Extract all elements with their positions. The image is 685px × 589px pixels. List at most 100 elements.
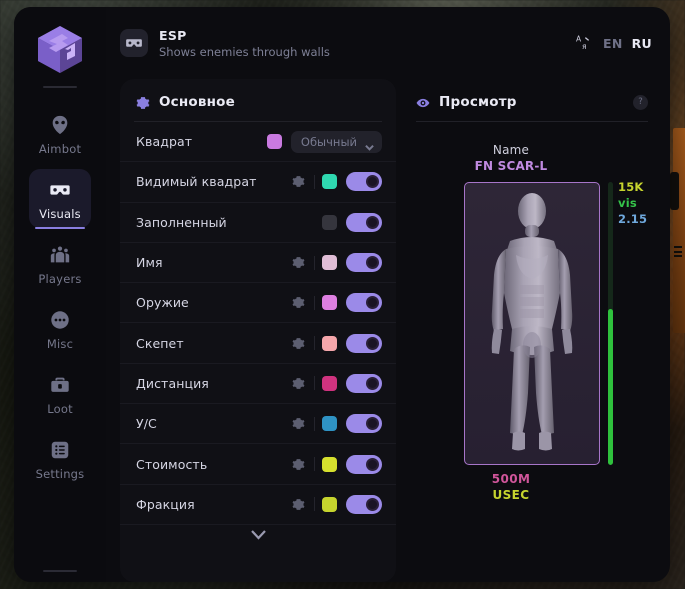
sidebar-item-label: Aimbot bbox=[38, 142, 82, 156]
svg-text:A: A bbox=[576, 35, 582, 44]
settings-row: Оружие bbox=[120, 283, 396, 324]
row-separator bbox=[314, 376, 315, 391]
page-body: Основное Квадрат Обычный Видимый квадрат За… bbox=[106, 79, 670, 582]
sidebar-item-aimbot[interactable]: Aimbot bbox=[29, 104, 91, 163]
app-window: Aimbot Visuals Players Misc Loot bbox=[14, 7, 670, 582]
color-swatch[interactable] bbox=[266, 134, 282, 150]
lang-option-ru[interactable]: RU bbox=[631, 35, 652, 51]
row-separator bbox=[314, 255, 315, 270]
settings-row-label: Заполненный bbox=[136, 214, 227, 230]
sidebar-item-loot[interactable]: Loot bbox=[29, 364, 91, 423]
color-swatch[interactable] bbox=[322, 214, 337, 230]
dots-icon bbox=[48, 308, 72, 332]
settings-row: Дистанция bbox=[120, 364, 396, 405]
sidebar-item-settings[interactable]: Settings bbox=[29, 429, 91, 488]
preview-stage: Name FN SCAR-L bbox=[410, 122, 654, 582]
row-separator bbox=[314, 174, 315, 189]
esp-weapon-tag: FN SCAR-L bbox=[474, 159, 548, 173]
sidebar-item-label: Loot bbox=[47, 402, 73, 416]
color-swatch[interactable] bbox=[322, 295, 337, 311]
settings-card: Основное Квадрат Обычный Видимый квадрат За… bbox=[120, 79, 396, 582]
lang-option-en[interactable]: EN bbox=[603, 35, 623, 51]
color-swatch[interactable] bbox=[322, 174, 337, 190]
sidebar-logo-divider bbox=[43, 86, 77, 88]
esp-stats: 15K vis 2.15 bbox=[618, 180, 647, 227]
goggles-icon bbox=[48, 178, 72, 202]
settings-toggle[interactable] bbox=[346, 293, 382, 313]
health-bar-fill bbox=[608, 309, 613, 465]
esp-stat-visibility: vis bbox=[618, 196, 637, 210]
color-swatch[interactable] bbox=[322, 255, 337, 271]
settings-section-header: Основное bbox=[120, 79, 396, 121]
row-separator bbox=[314, 295, 315, 310]
settings-toggle[interactable] bbox=[346, 253, 382, 273]
gear-icon[interactable] bbox=[292, 376, 307, 391]
background-app-strip bbox=[670, 128, 685, 333]
help-badge[interactable]: ? bbox=[633, 94, 648, 110]
preview-card: Просмотр ? Name FN SCAR-L bbox=[410, 79, 654, 582]
settings-row-label: Квадрат bbox=[136, 134, 193, 150]
sidebar-item-label: Settings bbox=[35, 467, 85, 481]
gear-icon[interactable] bbox=[292, 295, 307, 310]
settings-row: Заполненный bbox=[120, 203, 396, 243]
sidebar-item-label: Players bbox=[38, 272, 82, 286]
sidebar-item-misc[interactable]: Misc bbox=[29, 299, 91, 358]
row-separator bbox=[314, 497, 315, 512]
settings-row: Имя bbox=[120, 243, 396, 284]
row-separator bbox=[314, 457, 315, 472]
sg-cube-logo bbox=[35, 23, 85, 75]
settings-toggle[interactable] bbox=[346, 333, 382, 353]
style-dropdown[interactable]: Обычный bbox=[290, 130, 382, 153]
settings-toggle[interactable] bbox=[346, 172, 382, 192]
gear-icon[interactable] bbox=[292, 255, 307, 270]
sidebar-footer-divider bbox=[43, 570, 77, 572]
row-separator bbox=[314, 416, 315, 431]
settings-toggle[interactable] bbox=[346, 494, 382, 514]
settings-row-label: У/С bbox=[136, 416, 157, 432]
esp-distance-tag: 500M bbox=[491, 472, 531, 486]
sidebar-item-label: Visuals bbox=[39, 207, 81, 221]
settings-row: Видимый квадрат bbox=[120, 162, 396, 203]
color-swatch[interactable] bbox=[322, 416, 337, 432]
settings-toggle[interactable] bbox=[346, 212, 382, 232]
color-swatch[interactable] bbox=[322, 456, 337, 472]
gear-icon[interactable] bbox=[292, 416, 307, 431]
settings-row: Квадрат Обычный bbox=[120, 122, 396, 163]
settings-row-label: Стоимость bbox=[136, 456, 208, 472]
esp-bounding-box bbox=[464, 182, 600, 465]
color-swatch[interactable] bbox=[322, 375, 337, 391]
row-separator bbox=[314, 336, 315, 351]
eye-icon bbox=[416, 95, 430, 109]
preview-title: Просмотр bbox=[439, 94, 517, 110]
page-subtitle: Shows enemies through walls bbox=[159, 44, 330, 59]
esp-stat-value: 15K bbox=[618, 180, 644, 194]
color-swatch[interactable] bbox=[322, 335, 337, 351]
settings-row: Стоимость bbox=[120, 444, 396, 485]
settings-row-label: Видимый квадрат bbox=[136, 174, 257, 190]
svg-text:я: я bbox=[582, 42, 587, 51]
settings-rows: Квадрат Обычный Видимый квадрат Заполненный… bbox=[120, 122, 396, 582]
sidebar: Aimbot Visuals Players Misc Loot bbox=[14, 7, 106, 582]
settings-toggle[interactable] bbox=[346, 373, 382, 393]
color-swatch[interactable] bbox=[322, 496, 337, 512]
gear-icon[interactable] bbox=[292, 336, 307, 351]
sidebar-item-players[interactable]: Players bbox=[29, 234, 91, 293]
gear-icon[interactable] bbox=[292, 174, 307, 189]
briefcase-icon bbox=[48, 373, 72, 397]
settings-row: Фракция bbox=[120, 485, 396, 525]
gear-icon[interactable] bbox=[292, 457, 307, 472]
gear-icon[interactable] bbox=[292, 497, 307, 512]
player-model bbox=[491, 193, 573, 451]
sidebar-item-visuals[interactable]: Visuals bbox=[29, 169, 91, 229]
esp-name-tag: Name bbox=[492, 143, 530, 157]
settings-row-label: Имя bbox=[136, 255, 163, 271]
goggles-icon bbox=[120, 29, 148, 57]
settings-toggle[interactable] bbox=[346, 414, 382, 434]
alien-icon bbox=[48, 113, 72, 137]
chevron-down-icon bbox=[365, 137, 374, 151]
chevron-down-icon[interactable] bbox=[120, 529, 396, 540]
settings-toggle[interactable] bbox=[346, 454, 382, 474]
